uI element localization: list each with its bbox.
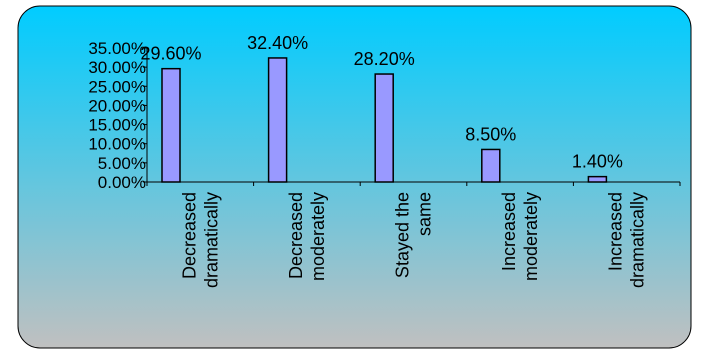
y-tick-label: 20.00% (88, 96, 146, 115)
y-tick-label: 10.00% (88, 135, 146, 154)
category-label-line: Decreased (286, 192, 306, 279)
category-label: Decreased moderately (286, 192, 328, 281)
chart-frame (17, 5, 692, 349)
y-tick-label: 0.00% (98, 173, 146, 192)
category-label-line: dramatically (201, 192, 221, 288)
y-tick-label: 30.00% (88, 58, 146, 77)
data-label: 28.20% (354, 49, 415, 69)
data-label: 29.60% (140, 44, 201, 64)
bar (267, 57, 288, 183)
y-tick-label: 15.00% (88, 116, 146, 135)
category-label-line: same (415, 192, 435, 236)
y-tick-label: 5.00% (98, 154, 146, 173)
category-label-line: Stayed the (393, 192, 413, 278)
category-label-line: moderately (521, 192, 541, 281)
category-label-line: Increased (499, 192, 519, 271)
category-label: Decreased dramatically (179, 192, 221, 288)
bar (481, 148, 501, 183)
category-label: Stayed the same (393, 192, 435, 278)
data-label: 32.40% (247, 33, 308, 53)
bar (374, 73, 394, 183)
bar (587, 175, 608, 183)
bar (161, 67, 181, 183)
category-label-line: moderately (308, 192, 328, 281)
category-label-line: Decreased (179, 192, 199, 279)
y-tick-label: 35.00% (88, 39, 146, 58)
category-label-line: Increased (606, 192, 626, 271)
category-label: Increased dramatically (606, 192, 648, 288)
data-label: 1.40% (572, 152, 623, 172)
category-label: Increased moderately (499, 192, 541, 281)
y-tick-label: 25.00% (88, 77, 146, 96)
category-label-line: dramatically (628, 192, 648, 288)
data-label: 8.50% (465, 124, 516, 144)
